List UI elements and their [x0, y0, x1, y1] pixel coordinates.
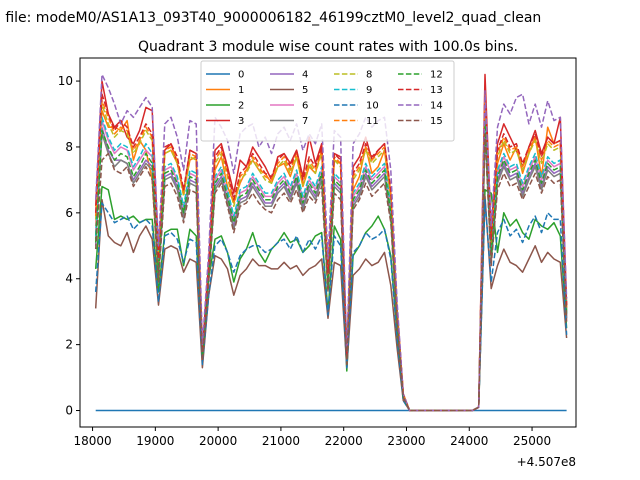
series-line-9 — [94, 113, 568, 412]
series-line-14 — [94, 73, 568, 412]
legend-label-11: 11 — [366, 116, 379, 127]
y-tick-label: 4 — [65, 272, 73, 286]
legend-label-15: 15 — [430, 116, 443, 127]
legend-label-4: 4 — [302, 70, 308, 81]
y-tick-label: 8 — [65, 140, 73, 154]
x-tick-label: 23000 — [387, 434, 425, 448]
y-tick-label: 6 — [65, 206, 73, 220]
x-tick-label: 21000 — [262, 434, 300, 448]
legend-label-10: 10 — [366, 101, 379, 112]
x-tick-label: 24000 — [450, 434, 488, 448]
legend-label-7: 7 — [302, 116, 308, 127]
legend-label-6: 6 — [302, 101, 308, 112]
legend-label-3: 3 — [238, 116, 244, 127]
axes-frame — [79, 57, 577, 428]
chart-title: Quadrant 3 module wise count rates with … — [138, 39, 518, 55]
legend-label-8: 8 — [366, 70, 372, 81]
y-tick-label: 2 — [65, 338, 73, 352]
legend-label-1: 1 — [238, 85, 244, 96]
series-line-5 — [94, 195, 568, 412]
y-tick-label: 10 — [58, 74, 73, 88]
legend-label-9: 9 — [366, 85, 372, 96]
series-line-11 — [94, 93, 568, 412]
legend-label-5: 5 — [302, 85, 308, 96]
legend-label-12: 12 — [430, 70, 443, 81]
series-line-15 — [94, 133, 568, 412]
suptitle: n file: modeM0/AS1A13_093T40_9000006182_… — [0, 10, 541, 26]
series-line-10 — [94, 198, 568, 412]
y-tick-label: 0 — [65, 404, 73, 418]
legend-label-0: 0 — [238, 70, 244, 81]
x-tick-label: 20000 — [199, 434, 237, 448]
legend-box — [200, 60, 455, 142]
legend-label-14: 14 — [430, 101, 443, 112]
x-axis: 18000 19000 20000 21000 22000 23000 24000 25000 — [73, 427, 551, 448]
y-axis: 0 2 4 6 8 10 — [58, 74, 80, 418]
x-tick-label: 22000 — [325, 434, 363, 448]
legend-label-13: 13 — [430, 85, 443, 96]
series-lines — [94, 73, 568, 412]
x-tick-label: 25000 — [513, 434, 551, 448]
legend-label-2: 2 — [238, 101, 244, 112]
x-tick-label: 18000 — [73, 434, 111, 448]
x-tick-label: 19000 — [136, 434, 174, 448]
x-offset-label: +4.507e8 — [517, 455, 576, 469]
